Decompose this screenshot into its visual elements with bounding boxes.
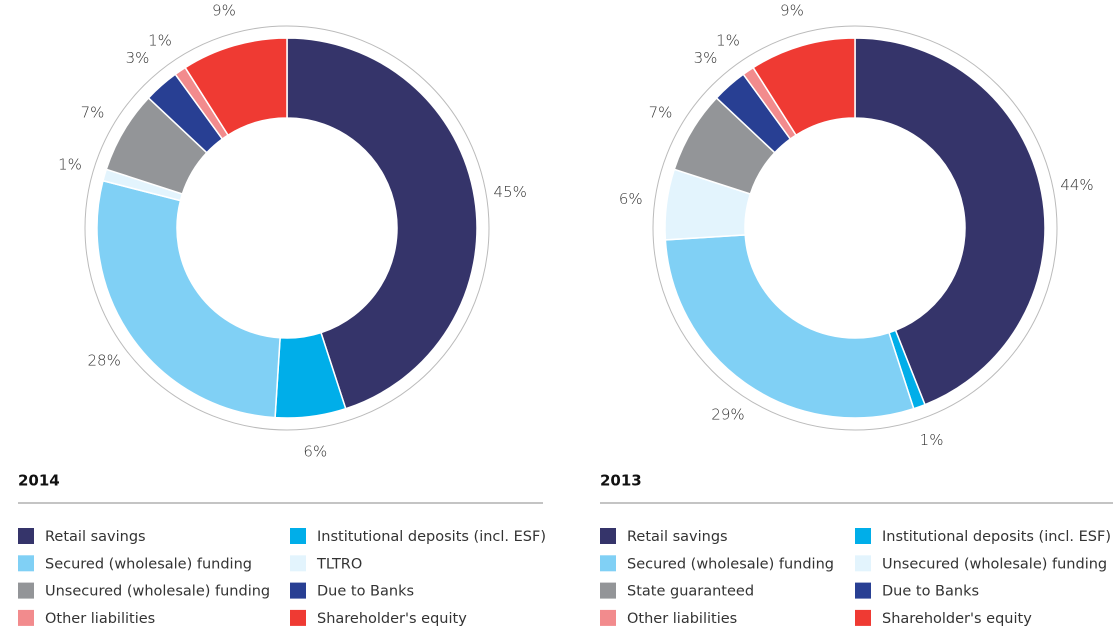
legend-swatch bbox=[18, 582, 34, 599]
legend-label: Other liabilities bbox=[627, 611, 737, 627]
slice-label: 1% bbox=[58, 155, 82, 173]
slice bbox=[854, 37, 1046, 406]
legend-swatch bbox=[855, 555, 871, 572]
slice-label: 9% bbox=[212, 1, 236, 19]
legend-swatch bbox=[600, 528, 616, 544]
legend-label: Shareholder's equity bbox=[882, 611, 1032, 627]
slice-label: 6% bbox=[619, 190, 643, 208]
legend-swatch bbox=[290, 528, 306, 544]
legend-swatch bbox=[18, 528, 34, 544]
slice-label: 9% bbox=[780, 1, 804, 19]
chart-title: 2014 bbox=[18, 472, 60, 490]
legend-swatch bbox=[855, 582, 871, 599]
legend-swatch bbox=[600, 582, 616, 599]
outer-ring bbox=[84, 25, 490, 431]
outer-ring bbox=[652, 25, 1058, 431]
legend-label: Institutional deposits (incl. ESF) bbox=[882, 529, 1111, 545]
legend-label: Unsecured (wholesale) funding bbox=[882, 556, 1107, 572]
slice-label: 1% bbox=[920, 431, 944, 449]
legend-label: Retail savings bbox=[45, 529, 146, 545]
legend-swatch bbox=[18, 555, 34, 572]
legend-swatch bbox=[290, 555, 306, 572]
slice-label: 3% bbox=[126, 49, 150, 67]
legend-label: TLTRO bbox=[316, 556, 362, 572]
slice bbox=[184, 37, 288, 137]
slice-label: 7% bbox=[649, 103, 673, 121]
slice-label: 6% bbox=[303, 443, 327, 461]
slice-label: 1% bbox=[716, 32, 740, 50]
legend-label: Due to Banks bbox=[317, 584, 414, 600]
slice bbox=[286, 37, 478, 410]
legend-label: Unsecured (wholesale) funding bbox=[45, 584, 270, 600]
legend-label: Due to Banks bbox=[882, 584, 979, 600]
legend-swatch bbox=[600, 555, 616, 572]
legend-swatch bbox=[290, 582, 306, 599]
legend-label: Secured (wholesale) funding bbox=[45, 556, 252, 572]
legend-label: State guaranteed bbox=[627, 584, 754, 600]
legend-label: Shareholder's equity bbox=[317, 611, 467, 627]
legend-label: Institutional deposits (incl. ESF) bbox=[317, 529, 546, 545]
slice-label: 28% bbox=[87, 351, 120, 369]
slice-label: 44% bbox=[1060, 176, 1093, 194]
legend-label: Secured (wholesale) funding bbox=[627, 556, 834, 572]
slice-label: 45% bbox=[494, 183, 527, 201]
slice bbox=[664, 234, 915, 419]
slice-label: 3% bbox=[694, 49, 718, 67]
legend-swatch bbox=[855, 528, 871, 544]
legend-swatch bbox=[855, 609, 871, 626]
chart-title: 2013 bbox=[600, 472, 642, 490]
slice bbox=[96, 179, 281, 419]
slice bbox=[752, 37, 856, 137]
legend-label: Retail savings bbox=[627, 529, 728, 545]
legend-swatch bbox=[600, 609, 616, 626]
legend-swatch bbox=[18, 609, 34, 626]
slice-label: 29% bbox=[711, 405, 744, 423]
legend-label: Other liabilities bbox=[45, 611, 155, 627]
slice-label: 7% bbox=[81, 103, 105, 121]
legend-swatch bbox=[290, 609, 306, 626]
slice-label: 1% bbox=[148, 32, 172, 50]
